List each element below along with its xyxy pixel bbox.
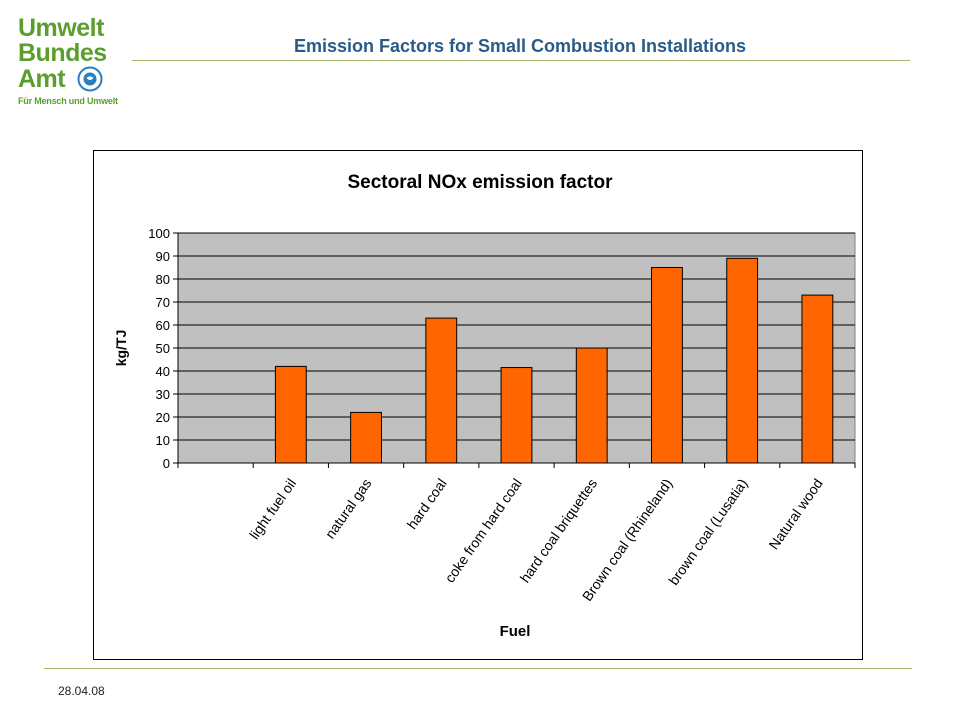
bar	[726, 257, 759, 464]
y-tick-label: 90	[156, 249, 170, 264]
y-tick-label: 80	[156, 272, 170, 287]
y-axis-label: kg/TJ	[113, 330, 129, 367]
bar	[801, 294, 834, 464]
bar	[425, 317, 458, 464]
x-tick-label: hard coal briquettes	[517, 476, 601, 586]
y-tick-label: 10	[156, 433, 170, 448]
x-axis-label: Fuel	[500, 623, 531, 640]
chart-frame: Sectoral NOx emission factor kg/TJ Fuel …	[93, 150, 863, 660]
logo-tagline: Für Mensch und Umwelt	[18, 96, 118, 106]
globe-emblem-icon	[77, 66, 103, 92]
y-tick-label: 50	[156, 341, 170, 356]
x-tick-label: brown coal (Lusatia)	[665, 476, 750, 588]
y-tick-label: 40	[156, 364, 170, 379]
x-tick-label: Natural wood	[765, 476, 825, 553]
logo-line-amt: Amt	[18, 64, 66, 93]
nox-bar-chart: Sectoral NOx emission factor kg/TJ Fuel …	[113, 172, 856, 640]
logo-row-amt: Amt	[18, 66, 138, 92]
y-tick-label: 100	[148, 226, 170, 241]
y-tick-label: 70	[156, 295, 170, 310]
y-tick-label: 0	[163, 456, 170, 471]
y-tick-label: 30	[156, 387, 170, 402]
page-title: Emission Factors for Small Combustion In…	[293, 36, 747, 56]
x-tick-label: coke from hard coal	[441, 476, 525, 586]
y-tick-label: 60	[156, 318, 170, 333]
footer-divider	[44, 668, 912, 669]
plot-area: 0 10 20 30 40 50 60 70 80 90 100 light fuel oil natu…	[148, 226, 856, 604]
x-tick-label: hard coal	[404, 476, 450, 532]
x-tick-label: Brown coal (Rhineland)	[579, 476, 676, 604]
y-tick-label: 20	[156, 410, 170, 425]
bar	[274, 365, 307, 464]
bar	[651, 267, 683, 464]
chart-title: Sectoral NOx emission factor	[347, 172, 613, 193]
x-tick-label: light fuel oil	[246, 476, 299, 543]
bar	[350, 411, 382, 464]
logo-line-bundes: Bundes	[18, 39, 107, 67]
uba-logo: Umwelt Bundes Amt Für Mensch und Umwelt	[18, 14, 138, 107]
bar	[500, 367, 533, 464]
header-divider	[132, 60, 910, 61]
footer-date: 28.04.08	[58, 684, 105, 698]
bar	[575, 347, 608, 464]
x-tick-label: natural gas	[322, 476, 375, 542]
logo-line-umwelt: Umwelt	[18, 14, 104, 42]
